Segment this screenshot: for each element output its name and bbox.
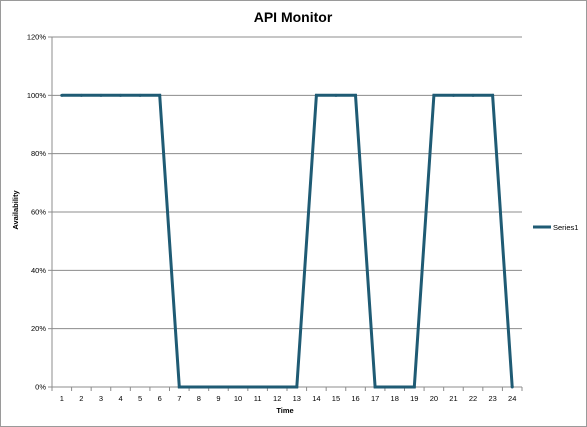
x-tick-label: 5 xyxy=(138,394,142,403)
data-point xyxy=(432,93,436,97)
data-point xyxy=(451,93,455,97)
x-tick-label: 16 xyxy=(351,394,359,403)
data-point xyxy=(373,385,377,389)
x-tick-label: 18 xyxy=(391,394,399,403)
x-tick-label: 6 xyxy=(158,394,162,403)
x-tick-label: 7 xyxy=(177,394,181,403)
data-point xyxy=(99,93,103,97)
y-tick-label: 60% xyxy=(31,208,46,217)
x-tick-label: 13 xyxy=(293,394,301,403)
x-axis-label: Time xyxy=(276,406,293,415)
series-layer xyxy=(60,93,514,389)
data-point xyxy=(119,93,123,97)
y-tick-label: 80% xyxy=(31,149,46,158)
data-point xyxy=(471,93,475,97)
x-tick-label: 10 xyxy=(234,394,242,403)
x-tick-label: 20 xyxy=(430,394,438,403)
data-point xyxy=(393,385,397,389)
data-point xyxy=(510,385,514,389)
x-tick-label: 9 xyxy=(216,394,220,403)
gridlines xyxy=(52,36,522,330)
data-point xyxy=(256,385,260,389)
x-tick-label: 15 xyxy=(332,394,340,403)
y-tick-label: 40% xyxy=(31,266,46,275)
x-tick-label: 2 xyxy=(79,394,83,403)
series-line-1 xyxy=(61,93,514,389)
x-tick-label: 11 xyxy=(254,394,262,403)
chart-title: API Monitor xyxy=(254,9,333,25)
x-tick-label: 23 xyxy=(488,394,496,403)
data-point xyxy=(138,93,142,97)
data-point xyxy=(334,93,338,97)
y-tick-label: 120% xyxy=(27,33,47,42)
data-point xyxy=(158,93,162,97)
x-tick-label: 4 xyxy=(118,394,122,403)
x-tick-label: 12 xyxy=(273,394,281,403)
x-axis-ticks: 1 2 3 4 5 6 7 8 9 10 11 12 13 14 15 16 17 18 19 20 21 22 23 24 xyxy=(51,387,523,403)
data-point xyxy=(60,93,64,97)
data-point xyxy=(177,385,181,389)
data-point xyxy=(79,93,83,97)
y-axis-ticks: 0% 20% 40% 60% 80% 100% 120% xyxy=(27,33,52,392)
x-tick-label: 17 xyxy=(371,394,379,403)
x-tick-label: 19 xyxy=(410,394,418,403)
data-point xyxy=(236,385,240,389)
x-tick-label: 21 xyxy=(449,394,457,403)
legend: Series1 xyxy=(533,223,578,232)
y-tick-label: 20% xyxy=(31,324,46,333)
y-tick-label: 0% xyxy=(35,383,46,392)
x-tick-label: 8 xyxy=(197,394,201,403)
y-axis-label: Availability xyxy=(11,190,20,230)
data-point xyxy=(216,385,220,389)
x-tick-label: 22 xyxy=(469,394,477,403)
x-tick-label: 1 xyxy=(60,394,64,403)
y-tick-label: 100% xyxy=(27,91,47,100)
x-tick-label: 24 xyxy=(508,394,516,403)
data-point xyxy=(412,385,416,389)
data-point xyxy=(295,385,299,389)
data-point xyxy=(354,93,358,97)
data-point xyxy=(275,385,279,389)
data-point xyxy=(197,385,201,389)
x-tick-label: 14 xyxy=(312,394,320,403)
legend-series1-label: Series1 xyxy=(553,223,578,232)
x-tick-label: 3 xyxy=(99,394,103,403)
data-point xyxy=(491,93,495,97)
data-point xyxy=(314,93,318,97)
